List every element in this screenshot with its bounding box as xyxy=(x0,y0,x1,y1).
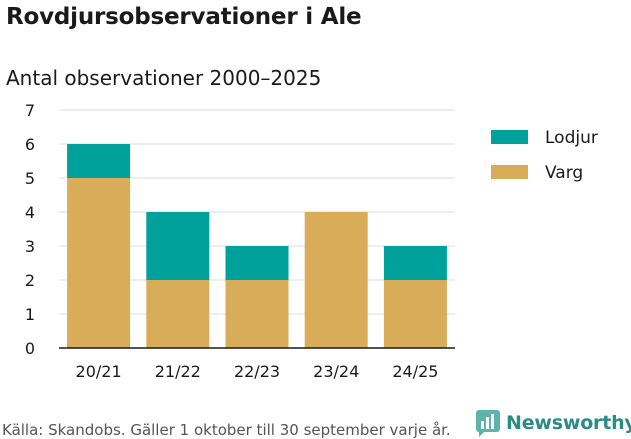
bar-lodjur xyxy=(383,246,447,280)
y-tick-label: 0 xyxy=(25,339,35,358)
y-tick-label: 7 xyxy=(25,101,35,120)
x-tick-label: 20/21 xyxy=(76,362,122,381)
brand-name: Newsworthy xyxy=(506,412,631,434)
bar-chart-logo-icon xyxy=(476,410,500,437)
y-tick-label: 2 xyxy=(25,271,35,290)
bar-varg xyxy=(383,280,447,348)
x-tick-label: 22/23 xyxy=(234,362,280,381)
bar-lodjur xyxy=(146,212,210,280)
bar-lodjur xyxy=(225,246,289,280)
bar-varg xyxy=(146,280,210,348)
y-tick-label: 3 xyxy=(25,237,35,256)
x-tick-label: 21/22 xyxy=(155,362,201,381)
x-tick-label: 24/25 xyxy=(392,362,438,381)
y-tick-label: 4 xyxy=(25,203,35,222)
brand-logo: Newsworthy xyxy=(476,408,631,438)
bar-lodjur xyxy=(67,144,131,178)
y-tick-label: 1 xyxy=(25,305,35,324)
bar-varg xyxy=(67,178,131,348)
legend-label-varg: Varg xyxy=(545,163,583,183)
source-note: Källa: Skandobs. Gäller 1 oktober till 3… xyxy=(2,421,451,439)
legend-swatch-varg xyxy=(491,165,528,179)
y-tick-label: 6 xyxy=(25,135,35,154)
legend-swatch-lodjur xyxy=(491,130,528,144)
chart-title: Rovdjursobservationer i Ale xyxy=(6,4,362,30)
legend-label-lodjur: Lodjur xyxy=(545,128,598,148)
y-tick-label: 5 xyxy=(25,169,35,188)
bar-varg xyxy=(304,212,368,348)
chart-subtitle: Antal observationer 2000–2025 xyxy=(6,66,322,90)
bar-varg xyxy=(225,280,289,348)
x-tick-label: 23/24 xyxy=(313,362,359,381)
